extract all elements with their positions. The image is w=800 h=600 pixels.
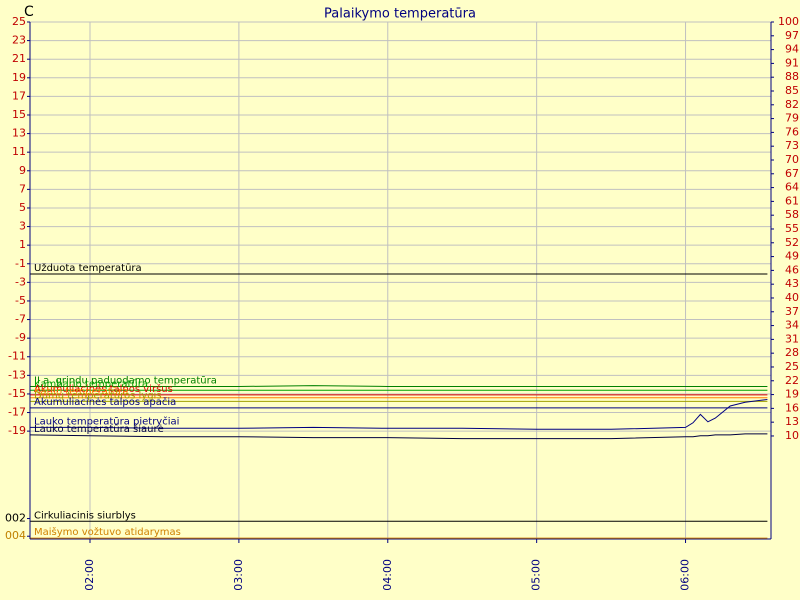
y2-tick-label: 91 (785, 56, 799, 69)
series-line (30, 399, 768, 430)
series-line (30, 385, 768, 387)
y-tick-label: -5 (15, 294, 26, 307)
y-tick-label: 19 (12, 71, 26, 84)
y-tick-label: 15 (12, 108, 26, 121)
y2-tick-label: 73 (785, 139, 799, 152)
y2-tick-label: 25 (785, 360, 799, 373)
series-label: Maišymo vožtuvo atidarymas (34, 526, 181, 538)
y2-tick-label: 58 (785, 208, 799, 221)
y2-tick-label: 79 (785, 112, 799, 125)
y2-tick-label: 64 (785, 181, 799, 194)
y-tick-label: 13 (12, 127, 26, 140)
y2-tick-label: 94 (785, 43, 799, 56)
y2-tick-label: 70 (785, 153, 799, 166)
series-label: Kambario temperatūra (34, 379, 148, 390)
series-label: II a. grindų paduodamo temperatūra (34, 376, 217, 387)
y-tick-label: 5 (19, 201, 26, 214)
chart-title: Palaikymo temperatūra (324, 7, 476, 22)
series-label: Cirkuliacinis siurblys (34, 510, 136, 521)
y2-tick-label: 61 (785, 194, 799, 207)
y2-tick-label: 55 (785, 222, 799, 235)
y-tick-label: 9 (19, 164, 26, 177)
y2-tick-label: 22 (785, 374, 799, 387)
y-tick-label: 7 (19, 182, 26, 195)
y2-tick-label: 10 (785, 429, 799, 442)
y2-tick-label: 28 (785, 346, 799, 359)
y2-tick-label: 19 (785, 388, 799, 401)
y-tick-label: 23 (12, 34, 26, 47)
y-tick-label: -15 (8, 387, 26, 400)
y2-tick-label: 88 (785, 70, 799, 83)
y-tick-label: -9 (15, 331, 26, 344)
y-tick-label: 002 (5, 512, 26, 525)
y-tick-label: 17 (12, 89, 26, 102)
y-tick-label: -13 (8, 368, 26, 381)
y-tick-label: -3 (15, 275, 26, 288)
y-tick-label: -1 (15, 257, 26, 270)
y2-tick-label: 43 (785, 277, 799, 290)
y2-tick-label: 34 (785, 319, 799, 332)
y2-tick-label: 49 (785, 250, 799, 263)
series-label: Užduota temperatūra (34, 262, 142, 274)
y-tick-label: -11 (8, 350, 26, 363)
y2-tick-label: 13 (785, 415, 799, 428)
x-tick-label: 06:00 (679, 559, 692, 591)
y2-tick-label: 52 (785, 236, 799, 249)
series-label: Dūmų temperatūros lygis (34, 390, 162, 401)
y-tick-label: 1 (19, 238, 26, 251)
y-tick-label: -17 (8, 406, 26, 419)
y-tick-label: -7 (15, 313, 26, 326)
y2-tick-label: 37 (785, 305, 799, 318)
y2-tick-label: 67 (785, 167, 799, 180)
x-tick-label: 02:00 (83, 559, 96, 591)
y-tick-label: -19 (8, 424, 26, 437)
series-label: Katilo temperatūra (34, 387, 128, 398)
y2-tick-label: 97 (785, 29, 799, 42)
y2-tick-label: 76 (785, 125, 799, 138)
series-label: Lauko temperatūra pietryčiai (34, 415, 179, 427)
y-tick-label: 21 (12, 52, 26, 65)
series-line (30, 433, 768, 440)
series-label: Lauko temperatūra šiaurė (34, 423, 164, 435)
x-tick-label: 04:00 (381, 559, 394, 591)
series-label: Akumuliacinės talpos apačia (34, 396, 176, 408)
y2-tick-label: 16 (785, 401, 799, 414)
series-label: Akumuliacinės talpos viršus (34, 383, 173, 395)
y2-tick-label: 40 (785, 291, 799, 304)
y2-tick-label: 46 (785, 263, 799, 276)
x-tick-label: 03:00 (232, 559, 245, 591)
y2-tick-label: 100 (778, 15, 799, 28)
y-tick-label: 3 (19, 220, 26, 233)
y-tick-label: 004 (5, 529, 26, 542)
y-tick-label: 25 (12, 15, 26, 28)
x-tick-label: 05:00 (530, 559, 543, 591)
y2-tick-label: 82 (785, 98, 799, 111)
y2-tick-label: 31 (785, 332, 799, 345)
y-axis-label: C (24, 4, 34, 20)
y-tick-label: 11 (12, 145, 26, 158)
y2-tick-label: 85 (785, 84, 799, 97)
